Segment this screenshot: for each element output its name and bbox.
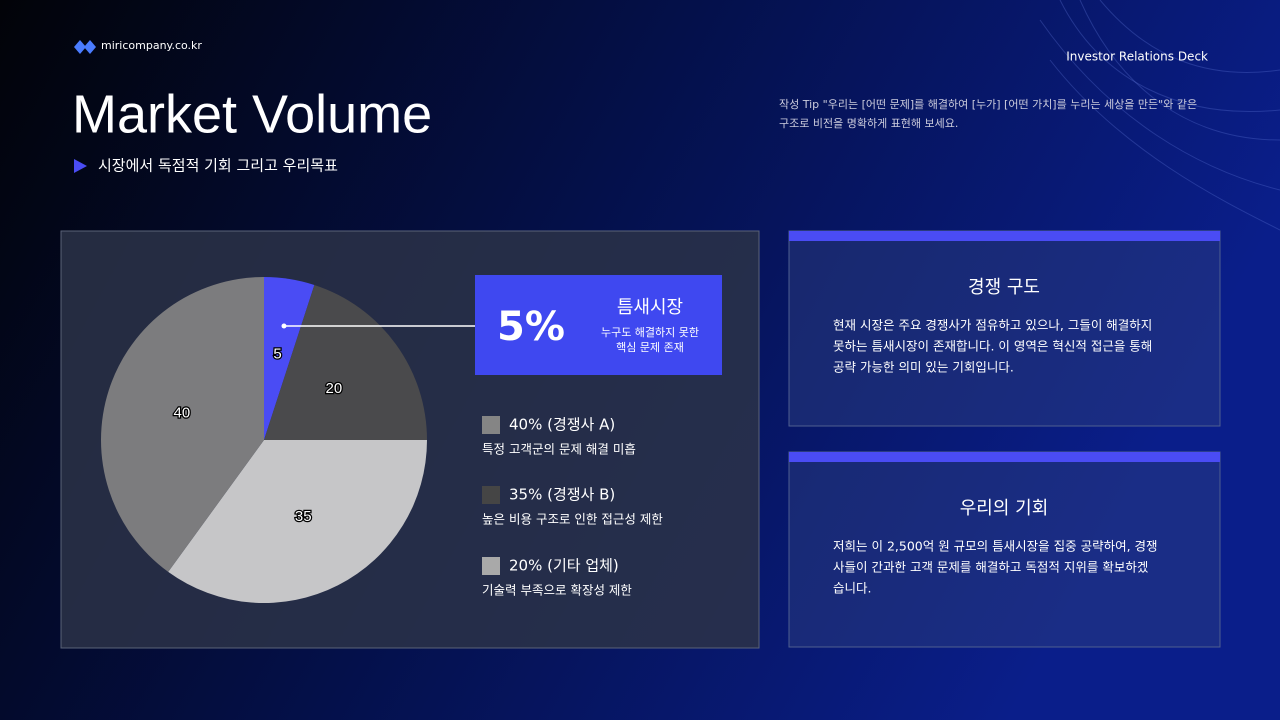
- title: Market Volume: [72, 84, 432, 144]
- pie-slice: [168, 440, 427, 603]
- bullet: [74, 159, 87, 173]
- card: [788, 451, 1221, 648]
- wave-decoration: [1039, 0, 1280, 231]
- legend-label: 40% (경쟁사 A): [509, 416, 615, 434]
- legend-swatch: [482, 557, 500, 575]
- leader-dot: [281, 323, 287, 329]
- tip: 구조로 비전을 명확하게 표현해 보세요.: [779, 116, 958, 130]
- pie: 5 20 35 40: [101, 277, 427, 603]
- card-bar: [789, 452, 1220, 462]
- card-text: 못하는 틈새시장이 존재합니다. 이 영역은 혁신적 접근을 통해: [833, 339, 1152, 354]
- card-title: 경쟁 구도: [968, 277, 1040, 298]
- legend-desc: 높은 비용 구조로 인한 접근성 제한: [482, 512, 663, 527]
- card-bar: [789, 231, 1220, 241]
- card-text: 습니다.: [833, 581, 871, 596]
- callout-box: [475, 275, 722, 375]
- legend-label: 35% (경쟁사 B): [509, 486, 615, 504]
- legend-label: 20% (기타 업체): [509, 557, 619, 575]
- slice-label: 40: [173, 404, 190, 421]
- slice-label: 5: [273, 346, 281, 363]
- callout-text: 핵심 문제 존재: [616, 341, 684, 354]
- site: miricompany.co.kr: [101, 39, 202, 52]
- card-text: 공략 가능한 의미 있는 기회입니다.: [833, 360, 1014, 375]
- callout-title: 틈새시장: [617, 297, 683, 318]
- slice-label: 20: [326, 380, 343, 397]
- deck-label: Investor Relations Deck: [1066, 50, 1208, 64]
- subtitle: 시장에서 독점적 기회 그리고 우리목표: [98, 157, 338, 175]
- card-text: 사들이 간과한 고객 문제를 해결하고 독점적 지위를 확보하겠: [833, 560, 1148, 575]
- tip: 작성 Tip "우리는 [어떤 문제]를 해결하여 [누가] [어떤 가치]를 …: [779, 97, 1197, 111]
- card-title: 우리의 기회: [960, 498, 1049, 519]
- pie-slice: [264, 284, 427, 440]
- callout-value: 5%: [497, 304, 565, 350]
- pie-slice: [101, 277, 264, 572]
- legend-desc: 기술력 부족으로 확장성 제한: [482, 583, 632, 598]
- callout-text: 누구도 해결하지 못한: [601, 325, 699, 339]
- pie-slice: [264, 277, 315, 440]
- legend-swatch: [482, 416, 500, 434]
- card-text: 현재 시장은 주요 경쟁사가 점유하고 있으나, 그들이 해결하지: [833, 318, 1152, 333]
- slice-label: 35: [295, 508, 312, 525]
- logo: [74, 40, 96, 54]
- card-text: 저희는 이 2,500억 원 규모의 틈새시장을 집중 공략하여, 경쟁: [833, 539, 1158, 554]
- legend-swatch: [482, 486, 500, 504]
- legend-desc: 특정 고객군의 문제 해결 미흡: [482, 442, 636, 457]
